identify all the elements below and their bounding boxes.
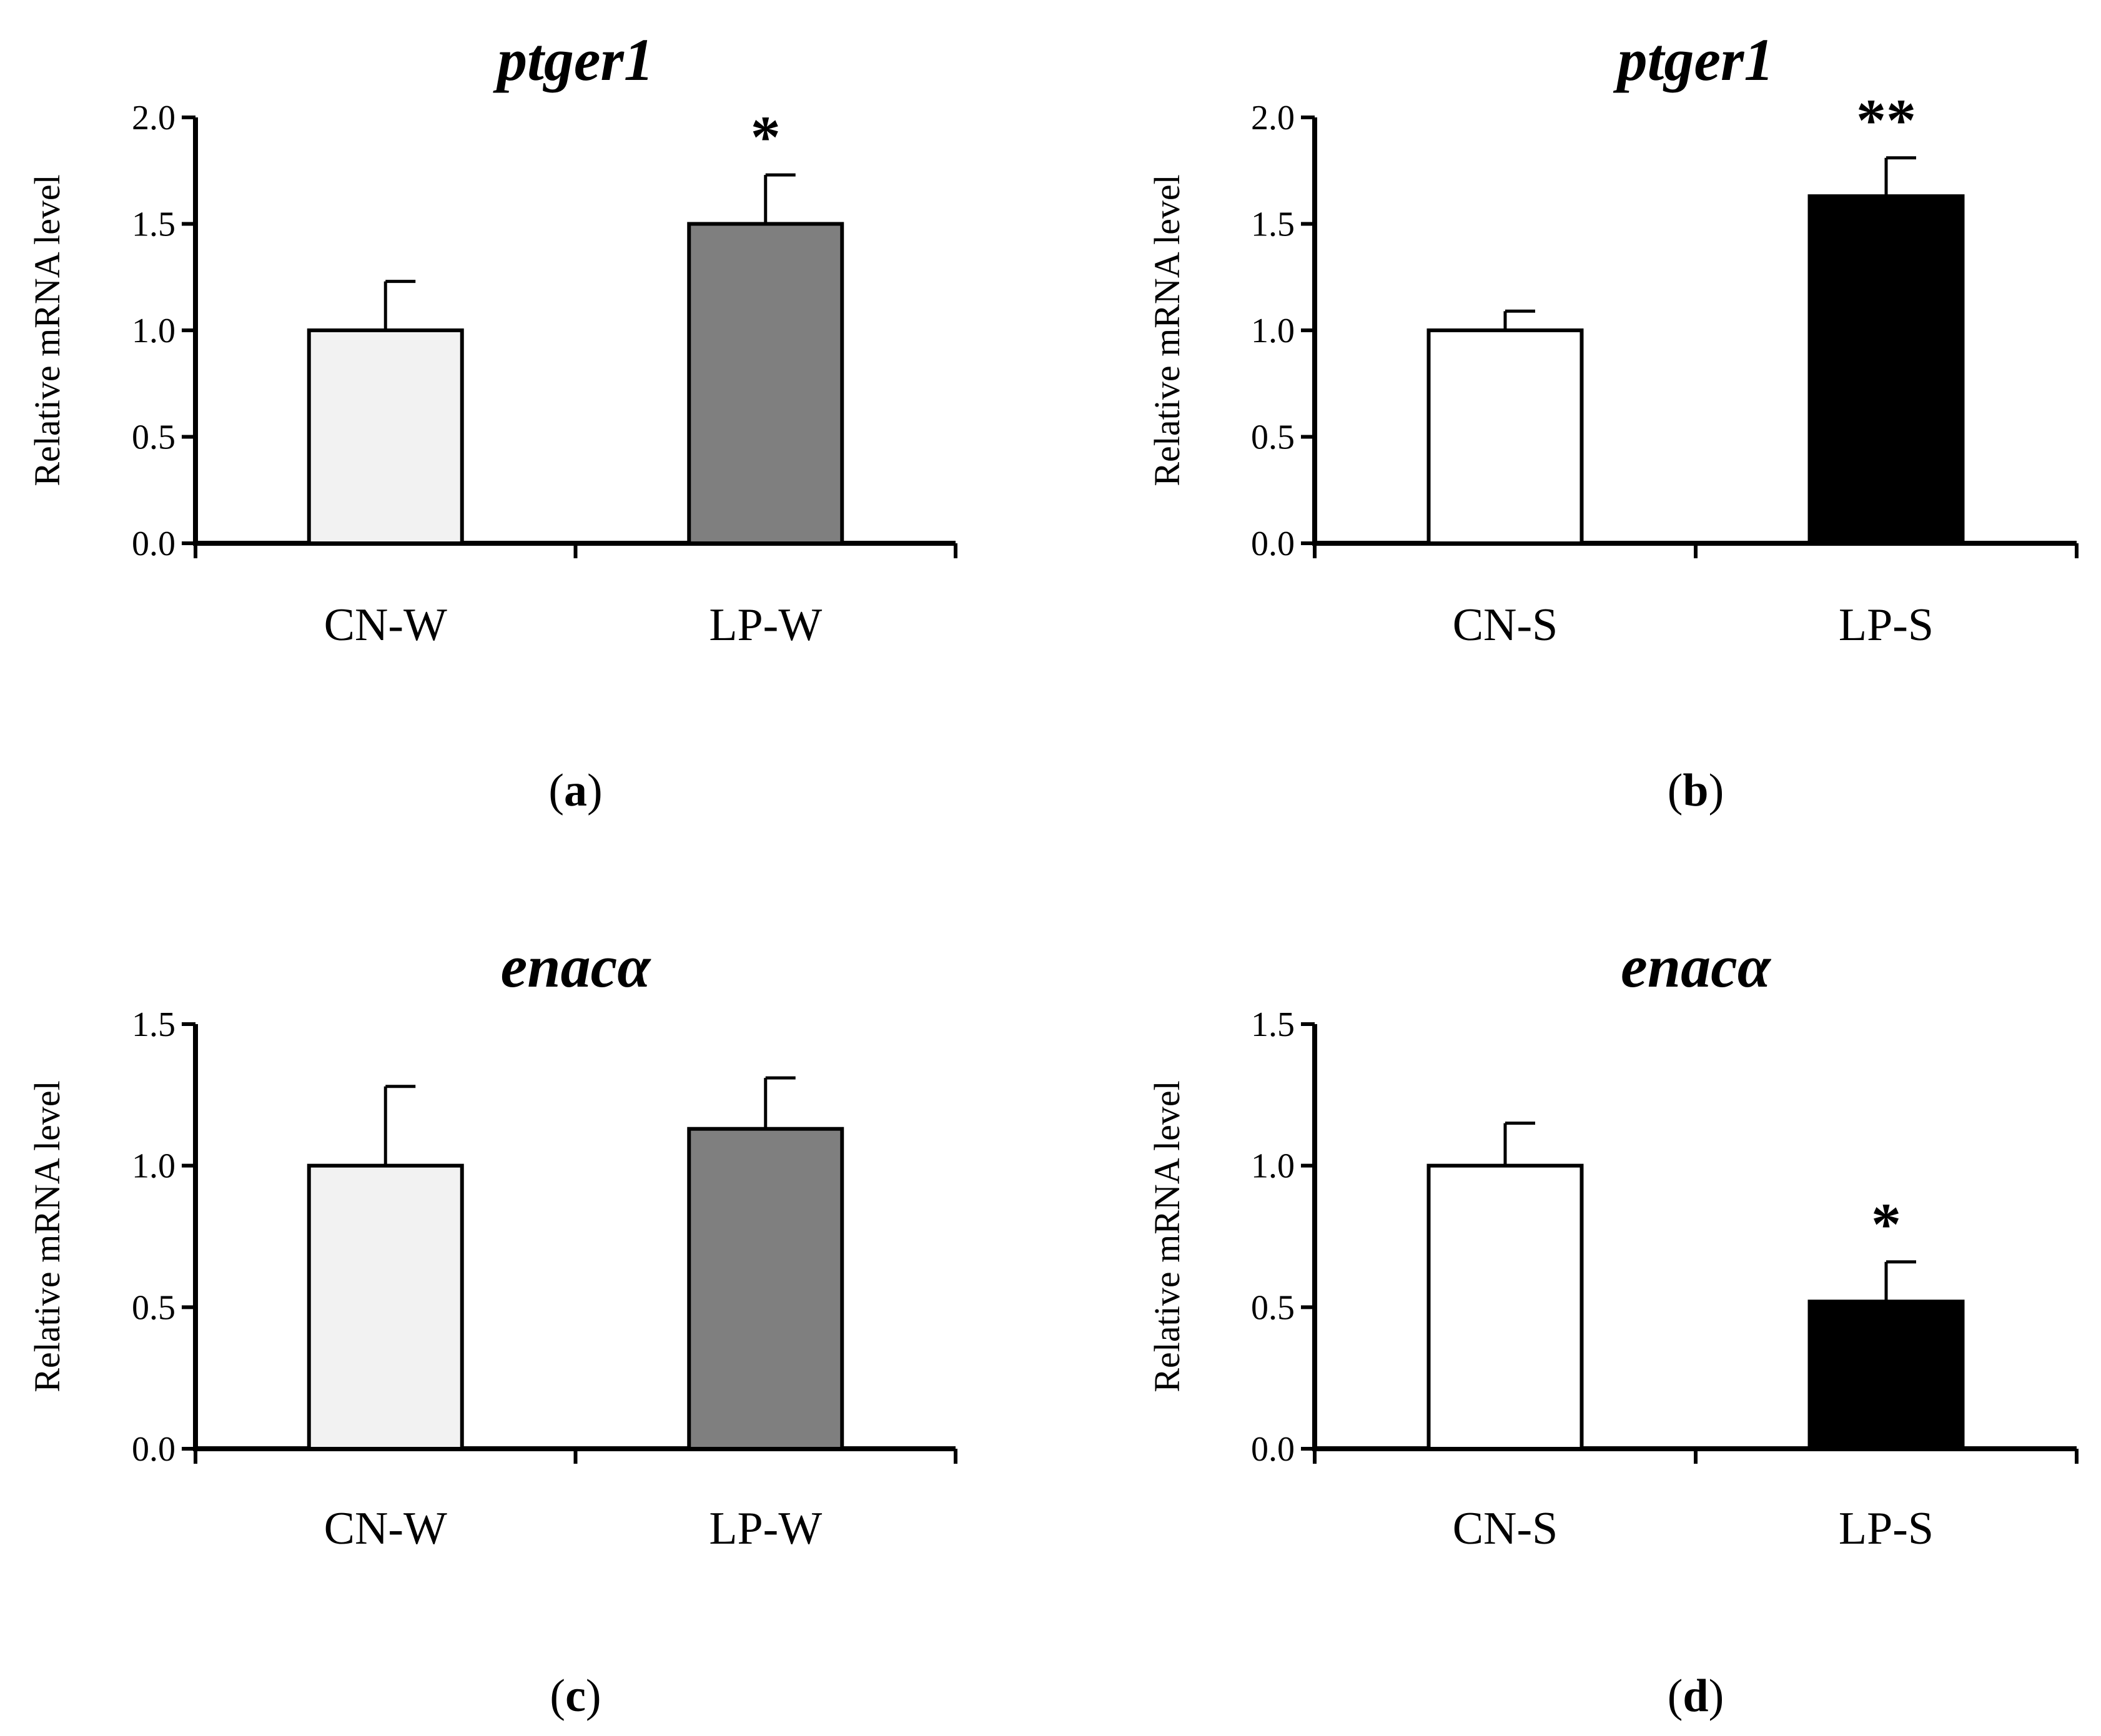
bar-lp-w	[687, 222, 844, 545]
chart-title: enacα	[1621, 933, 1772, 1000]
category-label: LP-S	[1839, 599, 1934, 651]
panel-label: (b)	[1668, 765, 1724, 816]
y-tick-label: 0.0	[1251, 525, 1295, 563]
panel-label-paren-close: )	[1709, 765, 1724, 816]
category-label: CN-W	[324, 599, 447, 651]
y-tick-label: 1.0	[1251, 312, 1295, 350]
bar-lp-s	[1807, 1300, 1965, 1451]
category-label: CN-W	[324, 1503, 447, 1554]
y-tick-label: 0.5	[1251, 1288, 1295, 1327]
panel-label-letter: b	[1683, 765, 1708, 816]
panel-label: (c)	[550, 1670, 601, 1722]
panel-label-paren-close: )	[587, 765, 603, 816]
y-tick-label: 2.0	[132, 99, 175, 137]
panel-label-paren-close: )	[1709, 1670, 1724, 1722]
chart-title: ptger1	[493, 26, 654, 93]
panel-label-letter: c	[565, 1670, 586, 1722]
significance-marker: *	[1871, 1191, 1901, 1258]
y-tick-label: 1.0	[132, 1147, 175, 1186]
y-tick-label: 0.0	[132, 525, 175, 563]
panel-label-paren-close: )	[586, 1670, 601, 1722]
y-tick-label: 1.5	[1251, 1005, 1295, 1044]
bar-cn-w	[307, 1163, 464, 1451]
panel-label-letter: d	[1683, 1670, 1708, 1722]
significance-marker: **	[1856, 87, 1916, 154]
y-tick-label: 1.5	[132, 205, 175, 244]
chart-title: enacα	[501, 933, 652, 1000]
panels: ptger1 0.0 0.5 1.0 1.5 2.0 CN-W * LP-W Relative m…	[27, 26, 2079, 1722]
chart-panel-b: ptger1 0.0 0.5 1.0 1.5 2.0 CN-S ** LP-S Relative …	[1147, 26, 2079, 816]
chart-panel-c: enacα 0.0 0.5 1.0 1.5 CN-W LP-W Relative mRNA l…	[27, 933, 957, 1722]
y-axis-label: Relative mRNA level	[1147, 1080, 1187, 1392]
y-tick-label: 2.0	[1251, 99, 1295, 137]
category-label: CN-S	[1453, 1503, 1558, 1554]
y-axis-label: Relative mRNA level	[27, 1080, 67, 1392]
y-tick-label: 0.5	[132, 418, 175, 457]
panel-label-paren-open: (	[548, 765, 564, 816]
panel-label-paren-open: (	[550, 1670, 565, 1722]
panel-label: (d)	[1668, 1670, 1724, 1722]
y-axis-label: Relative mRNA level	[1147, 174, 1187, 486]
y-axis-label: Relative mRNA level	[27, 174, 67, 486]
y-tick-label: 0.5	[1251, 418, 1295, 457]
chart-panel-d: enacα 0.0 0.5 1.0 1.5 CN-S * LP-S Relative mRNA …	[1147, 933, 2079, 1722]
chart-panel-a: ptger1 0.0 0.5 1.0 1.5 2.0 CN-W * LP-W Relative m…	[27, 26, 957, 816]
y-tick-label: 0.5	[132, 1288, 175, 1327]
bar-cn-s	[1426, 328, 1584, 545]
category-label: LP-S	[1839, 1503, 1934, 1554]
category-label: CN-S	[1453, 599, 1558, 651]
bar-lp-s	[1807, 194, 1965, 546]
significance-marker: *	[751, 104, 781, 170]
y-tick-label: 1.5	[132, 1005, 175, 1044]
panel-label-letter: a	[564, 765, 587, 816]
y-tick-label: 0.0	[1251, 1430, 1295, 1469]
panel-label-paren-open: (	[1668, 765, 1683, 816]
bar-cn-w	[307, 328, 464, 545]
category-label: LP-W	[709, 1503, 822, 1554]
chart-title: ptger1	[1613, 26, 1774, 93]
y-tick-label: 1.0	[1251, 1147, 1295, 1186]
bar-cn-s	[1426, 1163, 1584, 1451]
y-tick-label: 0.0	[132, 1430, 175, 1469]
y-tick-label: 1.5	[1251, 205, 1295, 244]
panel-label-paren-open: (	[1668, 1670, 1683, 1722]
category-label: LP-W	[709, 599, 822, 651]
bar-lp-w	[687, 1127, 844, 1451]
y-tick-label: 1.0	[132, 312, 175, 350]
panel-label: (a)	[548, 765, 602, 816]
